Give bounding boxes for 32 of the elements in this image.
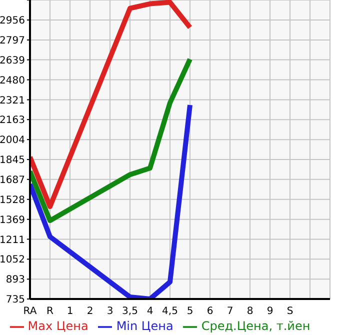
x-tick-label: 5 bbox=[186, 306, 194, 318]
y-tick-label: 1211 bbox=[0, 234, 25, 246]
x-tick-label: 3,5 bbox=[122, 306, 138, 318]
legend-label: Min Цена bbox=[116, 319, 174, 333]
y-tick-label: 735 bbox=[6, 294, 25, 306]
y-tick-label: 2321 bbox=[0, 95, 25, 106]
x-tick-label: 4,5 bbox=[162, 306, 178, 318]
x-tick-label: 6 bbox=[206, 306, 214, 318]
y-tick-label: 1369 bbox=[0, 214, 25, 226]
y-tick-label: 1052 bbox=[0, 254, 25, 266]
y-tick-label: 2797 bbox=[0, 36, 25, 46]
y-tick-label: 893 bbox=[6, 274, 25, 286]
y-tick-label: 1845 bbox=[0, 155, 25, 166]
y-tick-label: 1687 bbox=[0, 174, 25, 186]
x-tick-label: S bbox=[286, 306, 294, 318]
x-tick-label: 1 bbox=[66, 306, 74, 318]
legend-label: Сред.Цена, т.йен bbox=[201, 319, 310, 333]
y-tick-label: 2480 bbox=[0, 75, 25, 86]
x-tick-label: RA bbox=[23, 306, 37, 318]
y-tick-label: 1528 bbox=[0, 194, 25, 206]
x-tick-label: 9 bbox=[266, 306, 274, 318]
y-tick-label: 2004 bbox=[0, 135, 25, 146]
y-tick-label: 2956 bbox=[0, 16, 25, 27]
x-tick-label: 3 bbox=[106, 306, 114, 318]
y-tick-label: 2163 bbox=[0, 115, 25, 126]
legend-label: Max Цена bbox=[28, 319, 88, 333]
x-tick-label: 8 bbox=[246, 306, 254, 318]
x-tick-label: 4 bbox=[146, 306, 154, 318]
x-tick-label: 2 bbox=[86, 306, 94, 318]
x-tick-label: 7 bbox=[226, 306, 234, 318]
y-tick-label: 2639 bbox=[0, 55, 25, 66]
x-tick-label: R bbox=[46, 306, 54, 318]
